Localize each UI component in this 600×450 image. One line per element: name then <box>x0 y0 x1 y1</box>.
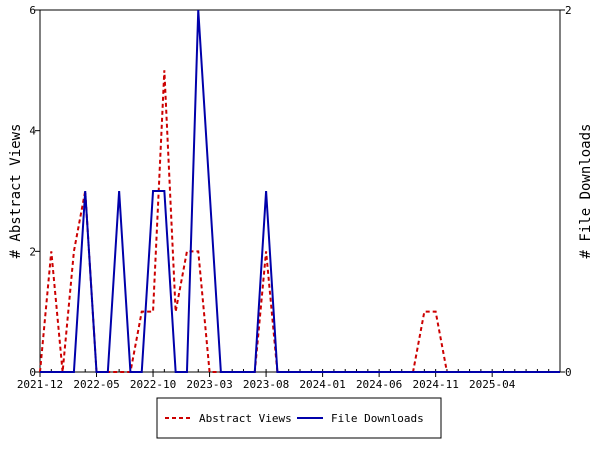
legend: Abstract Views File Downloads <box>156 397 442 439</box>
x-tick-label: 2023-03 <box>186 378 232 391</box>
x-tick-label: 2024-06 <box>356 378 402 391</box>
legend-label: File Downloads <box>331 412 424 425</box>
series-lines <box>39 9 560 373</box>
x-tick-label: 2024-01 <box>299 378 345 391</box>
y-left-tick-label: 4 <box>29 125 36 138</box>
series-line-file-downloads <box>40 9 560 373</box>
x-tick-label: 2024-11 <box>412 378 458 391</box>
x-tick-label: 2022-05 <box>73 378 119 391</box>
legend-label: Abstract Views <box>199 412 292 425</box>
y-axis-title-left: # Abstract Views <box>8 124 24 259</box>
y-left-tick-label: 0 <box>29 366 36 379</box>
x-tick-label: 2022-10 <box>130 378 176 391</box>
y-left-tick-label: 2 <box>29 245 36 258</box>
y-right-tick-label: 2 <box>565 4 572 17</box>
y-left-tick-label: 6 <box>29 4 36 17</box>
y-axis-title-right: # File Downloads <box>578 124 594 259</box>
plot-frame <box>39 9 561 373</box>
axes: 2021-12 2022-05 2022-10 2023-03 2023-08 2024-… <box>8 4 594 391</box>
x-tick-label: 2021-12 <box>17 378 63 391</box>
x-tick-label: 2025-04 <box>469 378 516 391</box>
x-tick-label: 2023-08 <box>243 378 289 391</box>
y-right-tick-label: 0 <box>565 366 572 379</box>
